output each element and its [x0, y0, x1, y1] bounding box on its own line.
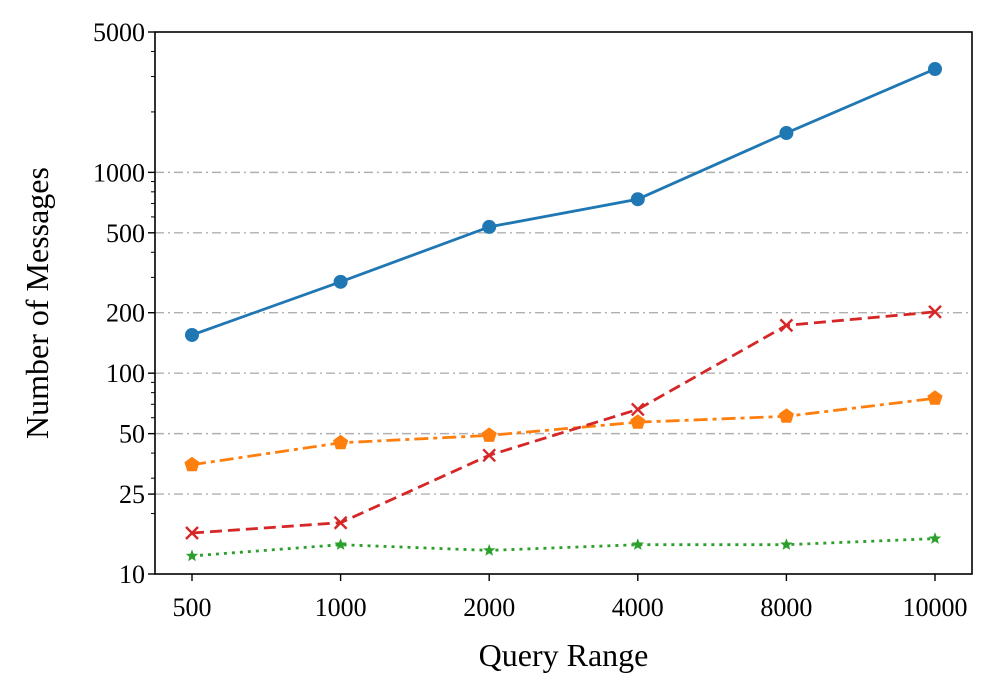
series-1-point-500 [185, 327, 199, 342]
series-1 [185, 62, 942, 342]
series-1-point-2000 [482, 219, 497, 234]
series-1-point-8000 [779, 126, 794, 141]
x-tick-label-500: 500 [173, 593, 212, 622]
series-3-point-4000 [630, 402, 645, 417]
y-tick-label-200: 200 [106, 299, 145, 328]
x-tick-label-10000: 10000 [903, 593, 968, 622]
series-2-point-10000 [927, 390, 943, 405]
plot-frame [154, 31, 973, 575]
series-4-point-500 [185, 549, 199, 562]
series-2-point-500 [184, 456, 200, 472]
axes: 10 25 50 100 200 500 1000 5000 500 1000 2000 4000 80… [93, 18, 968, 622]
y-tick-label-50: 50 [119, 420, 145, 449]
series-2-point-4000 [630, 414, 646, 429]
series-group [184, 62, 943, 562]
x-tick-label-1000: 1000 [315, 593, 367, 622]
x-tick-label-2000: 2000 [463, 593, 515, 622]
series-3-point-2000 [482, 448, 497, 463]
series-4-point-1000 [334, 538, 347, 550]
series-3-line [191, 310, 936, 535]
y-axis-title: Number of Messages [19, 167, 55, 439]
y-tick-label-100: 100 [106, 359, 145, 388]
y-tick-label-25: 25 [119, 480, 145, 509]
series-1-point-10000 [928, 62, 942, 77]
series-2-point-1000 [333, 434, 349, 450]
series-3-point-10000 [928, 305, 942, 319]
y-tick-label-500: 500 [106, 219, 145, 248]
series-2-point-2000 [481, 427, 497, 442]
series-2-line [191, 396, 936, 467]
series-1-line [191, 67, 936, 337]
y-tick-label-5000: 5000 [93, 18, 145, 47]
series-3 [185, 305, 942, 540]
series-3-point-1000 [333, 515, 348, 530]
series-2 [184, 390, 943, 472]
grid-lines [155, 171, 972, 495]
series-1-point-4000 [630, 192, 645, 207]
series-4-point-10000 [928, 532, 942, 544]
series-1-point-1000 [333, 274, 348, 289]
x-tick-label-4000: 4000 [612, 593, 664, 622]
series-4-line [191, 537, 936, 558]
y-tick-label-10: 10 [119, 560, 145, 589]
x-axis-title: Query Range [479, 637, 649, 673]
series-2-point-8000 [778, 408, 794, 423]
series-4-point-8000 [780, 538, 793, 550]
series-3-point-8000 [779, 318, 794, 333]
series-4 [185, 532, 942, 562]
series-4-point-4000 [631, 538, 644, 550]
y-tick-label-1000: 1000 [93, 158, 145, 187]
series-3-point-500 [185, 526, 199, 540]
x-tick-label-8000: 8000 [760, 593, 812, 622]
series-4-point-2000 [483, 543, 496, 556]
